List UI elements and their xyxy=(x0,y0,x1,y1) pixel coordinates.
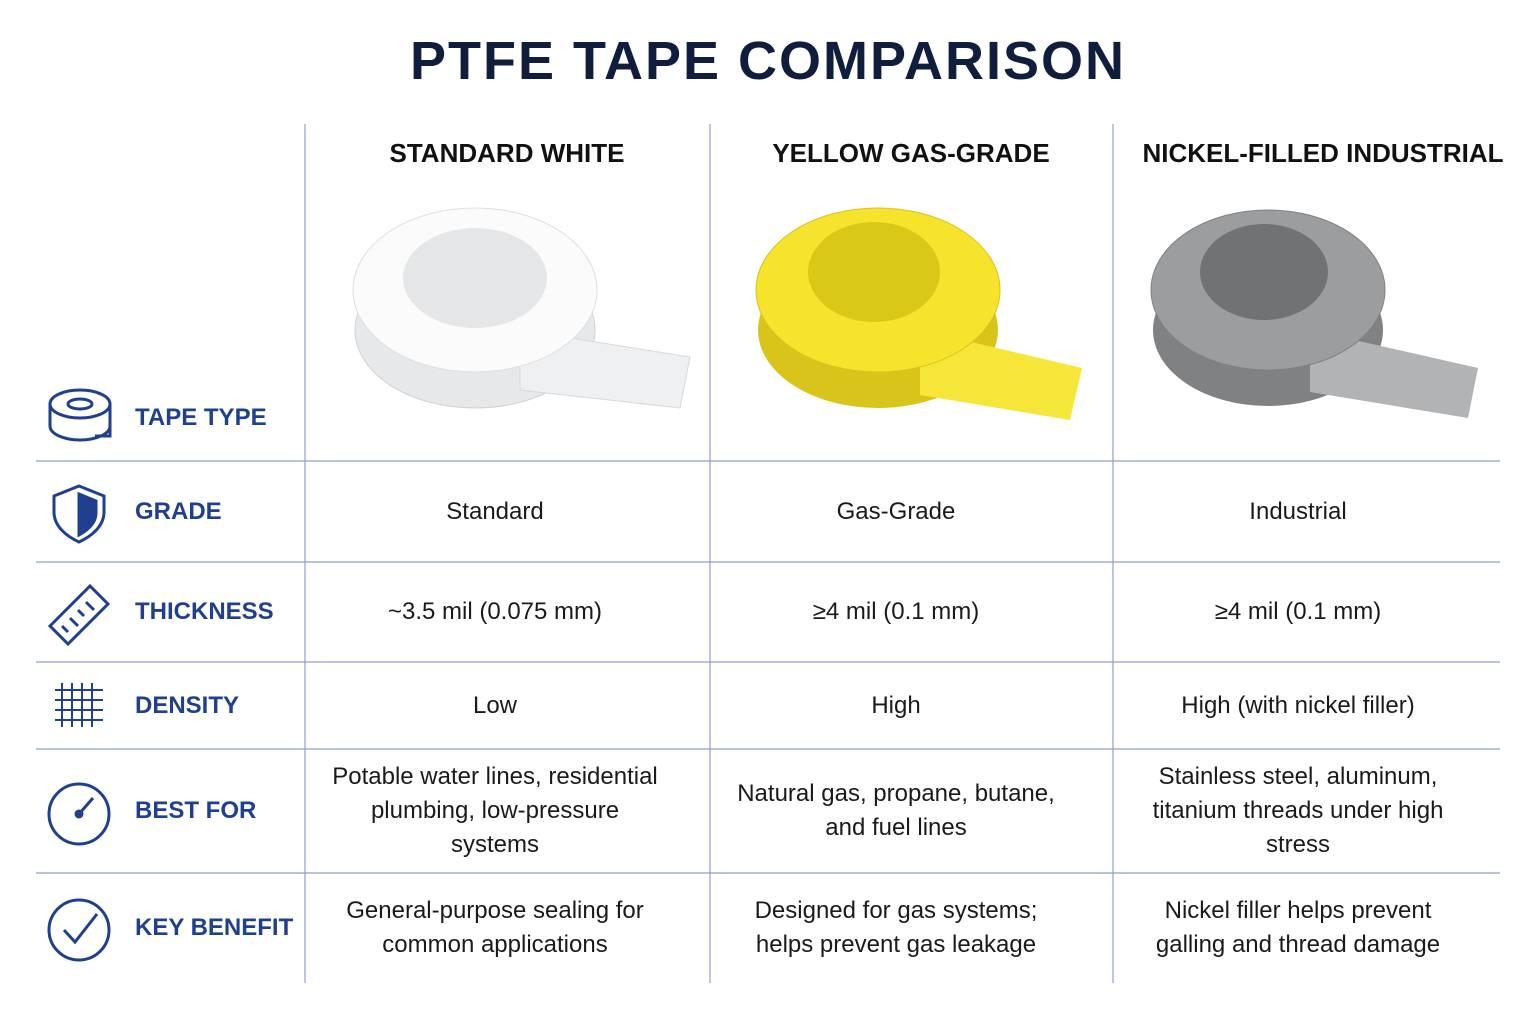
row-label: DENSITY xyxy=(135,691,240,719)
column-header: YELLOW GAS-GRADE xyxy=(772,138,1050,168)
column-header: STANDARD WHITE xyxy=(389,138,625,168)
row-label: TAPE TYPE xyxy=(135,404,267,431)
table-cell: Potable water lines, residential plumbin… xyxy=(332,763,658,858)
table-cell: High xyxy=(871,691,921,719)
row-label: THICKNESS xyxy=(135,598,274,625)
table-cell: Low xyxy=(472,691,518,719)
row-icons xyxy=(47,388,112,962)
table-cell: ≥4 mil (0.1 mm) xyxy=(1214,598,1382,625)
table-cell: Gas-Grade xyxy=(836,497,956,525)
row-label: GRADE xyxy=(135,497,222,525)
title: PTFE TAPE COMPARISON xyxy=(409,31,1127,91)
gray-tape xyxy=(1150,209,1478,418)
table-cell: Standard xyxy=(446,497,544,525)
table-cell: Stainless steel, aluminum, titanium thre… xyxy=(1152,763,1444,858)
white-tape xyxy=(352,207,691,409)
table-cell: ≥4 mil (0.1 mm) xyxy=(812,598,980,625)
table-cell: High (with nickel filler) xyxy=(1181,691,1415,719)
row-label: KEY BENEFIT xyxy=(135,914,294,941)
table-cell: ~3.5 mil (0.075 mm) xyxy=(387,598,603,625)
table-cell: Nickel filler helps prevent galling and … xyxy=(1155,897,1441,958)
yellow-tape xyxy=(755,207,1082,420)
table-cell: Designed for gas systems; helps prevent … xyxy=(754,897,1038,958)
table-cell: Natural gas, propane, butane, and fuel l… xyxy=(737,780,1055,841)
row-label: BEST FOR xyxy=(135,797,257,824)
table-cell: Industrial xyxy=(1249,497,1347,525)
column-header: NICKEL-FILLED INDUSTRIAL xyxy=(1142,138,1504,168)
table-cell: General-purpose sealing for common appli… xyxy=(346,897,644,958)
